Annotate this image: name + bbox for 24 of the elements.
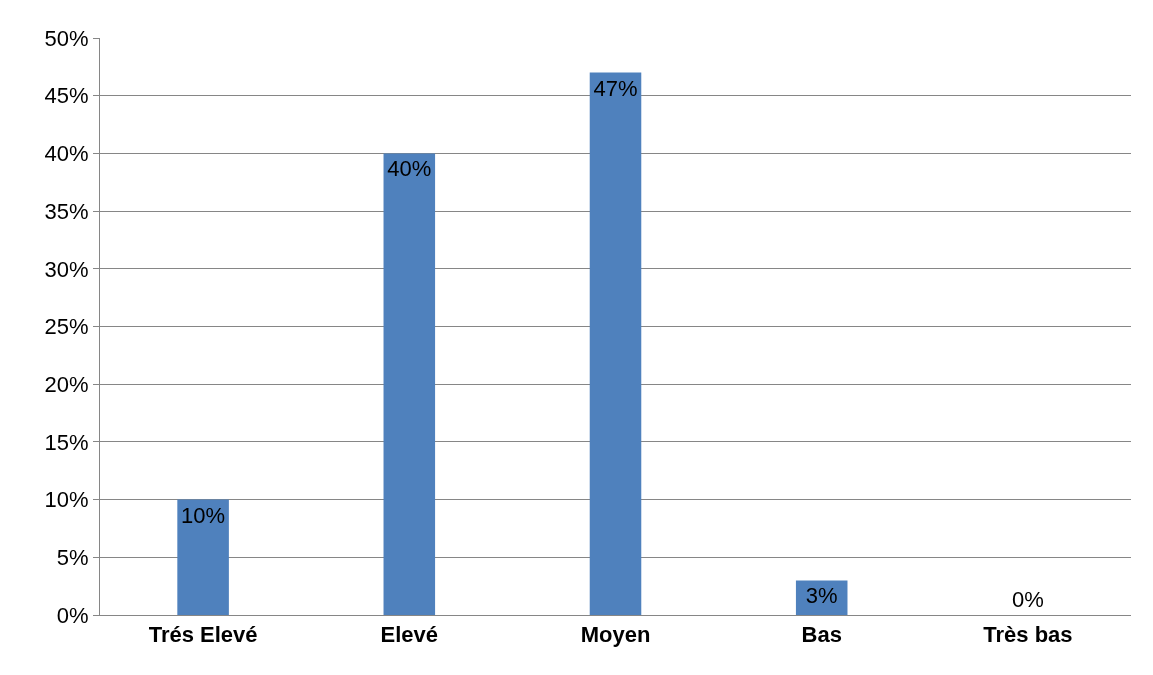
y-tick-label: 10%	[44, 487, 89, 513]
x-tick-label: Moyen	[580, 622, 651, 648]
y-tick-label: 5%	[56, 545, 89, 570]
y-tick-label: 20%	[44, 371, 89, 397]
x-tick-label: Trés Elevé	[148, 622, 258, 648]
x-tick-label: Elevé	[380, 622, 439, 648]
bar	[177, 499, 229, 615]
x-tick-label: Bas	[801, 622, 842, 648]
bar	[589, 72, 642, 615]
y-tick-label: 40%	[44, 141, 89, 167]
data-label: 3%	[805, 583, 838, 609]
y-tick-label: 0%	[56, 602, 89, 628]
data-label: 47%	[593, 75, 638, 101]
y-tick-label: 15%	[44, 429, 89, 455]
y-tick-label: 25%	[44, 314, 89, 340]
y-tick-label: 50%	[44, 25, 89, 51]
data-label: 10%	[181, 502, 226, 528]
y-tick-label: 30%	[44, 256, 89, 282]
data-label: 0%	[1012, 587, 1044, 612]
data-label: 40%	[387, 156, 432, 182]
y-tick-label: 45%	[44, 83, 89, 109]
bar	[383, 153, 436, 615]
x-tick-label: Très bas	[983, 622, 1073, 648]
y-tick-label: 35%	[44, 198, 89, 224]
